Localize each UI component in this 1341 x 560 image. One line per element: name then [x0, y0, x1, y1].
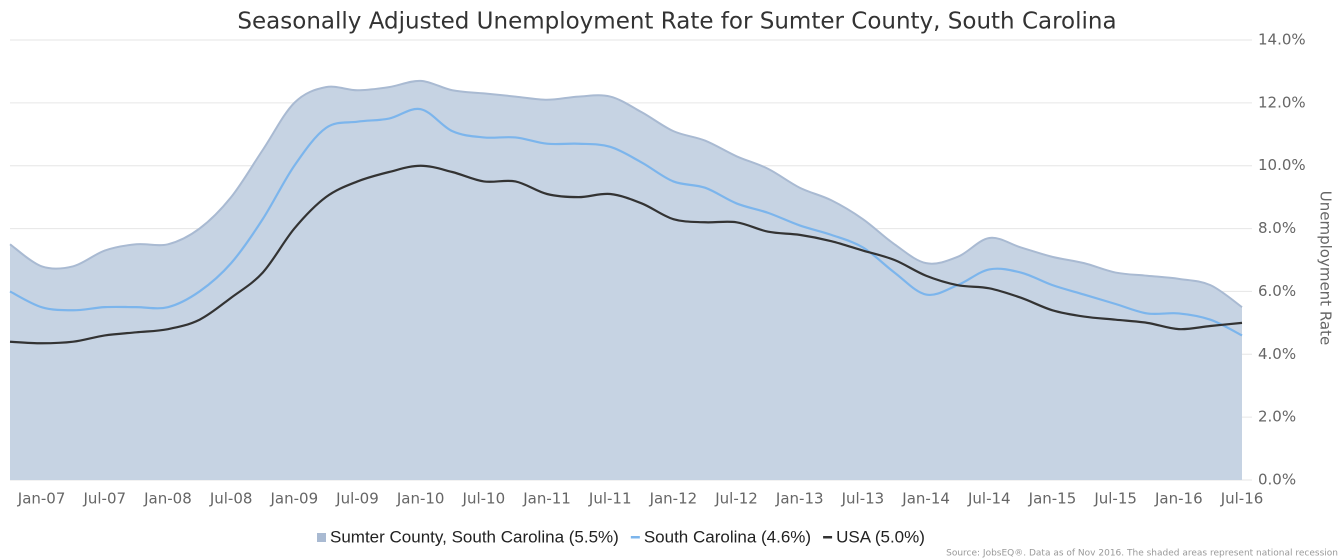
x-tick-label: Jan-15 — [1028, 490, 1077, 508]
y-tick-label: 4.0% — [1258, 345, 1296, 363]
x-tick-label: Jan-11 — [522, 490, 571, 508]
x-tick-label: Jul-14 — [967, 490, 1011, 508]
x-tick-label: Jan-09 — [269, 490, 318, 508]
y-tick-label: 10.0% — [1258, 156, 1306, 174]
line — [9, 164, 1243, 345]
source-note: Source: JobsEQ®. Data as of Nov 2016. Th… — [946, 549, 1338, 559]
y-tick-label: 12.0% — [1258, 93, 1306, 111]
x-tick-label: Jul-09 — [335, 490, 379, 508]
y-tick-label: 8.0% — [1258, 219, 1296, 237]
x-tick-label: Jul-10 — [462, 490, 506, 508]
x-tick-label: Jul-11 — [588, 490, 632, 508]
x-tick-label: Jul-12 — [714, 490, 758, 508]
x-tick-label: Jan-16 — [1154, 490, 1203, 508]
y-tick-label: 0.0% — [1258, 471, 1296, 489]
legend-swatch — [317, 533, 326, 542]
x-tick-label: Jul-08 — [209, 490, 253, 508]
x-tick-label: Jan-12 — [649, 490, 698, 508]
x-tick-label: Jan-14 — [901, 490, 950, 508]
x-tick-label: Jan-10 — [396, 490, 445, 508]
x-tick-label: Jan-07 — [17, 490, 66, 508]
legend-label: USA (5.0%) — [836, 527, 925, 546]
y-axis-label: Unemployment Rate — [1317, 191, 1335, 345]
area-line — [9, 79, 1243, 308]
y-tick-label: 2.0% — [1258, 408, 1296, 426]
x-tick-label: Jul-15 — [1093, 490, 1137, 508]
x-tick-label: Jan-13 — [775, 490, 824, 508]
y-tick-label: 14.0% — [1258, 31, 1306, 49]
area-fill — [10, 80, 1242, 480]
x-tick-label: Jul-16 — [1220, 490, 1264, 508]
x-tick-label: Jan-08 — [143, 490, 192, 508]
legend-label: Sumter County, South Carolina (5.5%) — [330, 527, 619, 546]
legend-label: South Carolina (4.6%) — [644, 527, 811, 546]
legend-swatch — [823, 536, 833, 539]
x-tick-label: Jul-13 — [841, 490, 885, 508]
y-tick-label: 6.0% — [1258, 282, 1296, 300]
line — [9, 107, 1243, 337]
x-tick-label: Jul-07 — [82, 490, 126, 508]
chart-title: Seasonally Adjusted Unemployment Rate fo… — [237, 9, 1116, 35]
legend-swatch — [630, 536, 640, 539]
